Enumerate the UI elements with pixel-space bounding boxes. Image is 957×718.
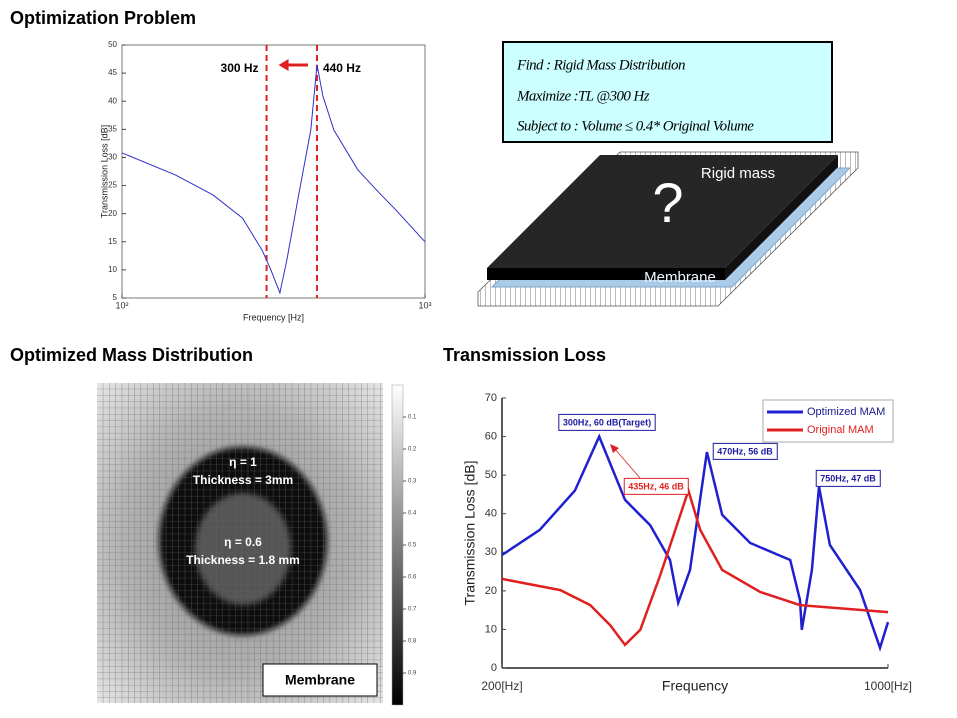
section-title: Optimized Mass Distribution (10, 345, 253, 365)
colorbar-tick-label: 0.2 (408, 447, 417, 453)
y-tick-label: 10 (485, 623, 497, 635)
callout-box (623, 477, 689, 495)
y-tick-label: 20 (485, 585, 497, 597)
colorbar-tick-label: 0.1 (408, 415, 417, 421)
x-axis-label: Frequency (662, 678, 728, 694)
y-tick-label: 70 (485, 392, 497, 404)
section-title: Optimization Problem (10, 8, 196, 28)
section-title: Transmission Loss (443, 345, 606, 365)
y-tick-label: 25 (108, 181, 117, 190)
mass-map (97, 383, 383, 703)
membrane-box (262, 663, 378, 697)
y-tick-label: 60 (485, 430, 497, 442)
marker-label: 440 Hz (323, 61, 361, 75)
x-tick-label: 200[Hz] (481, 679, 522, 693)
problem-line: Maximize :TL @300 Hz (516, 88, 650, 104)
callout-arrowhead (610, 444, 619, 453)
problem-line: Subject to : Volume ≤ 0.4* Original Volu… (517, 118, 754, 134)
x-axis-label: Frequency [Hz] (243, 312, 304, 322)
legend-label: Optimized MAM (807, 406, 885, 418)
callout-arrow (613, 447, 641, 479)
colorbar-tick-label: 0.6 (408, 575, 417, 581)
marker-arrowhead (278, 59, 289, 71)
legend-box (762, 399, 894, 443)
callout-label: 435Hz, 46 dB (628, 481, 684, 491)
colorbar-tick-label: 0.8 (408, 639, 417, 645)
colorbar (391, 384, 404, 706)
y-tick-label: 50 (108, 40, 117, 49)
membrane-box-label: Membrane (285, 672, 355, 688)
y-tick-label: 35 (108, 124, 117, 133)
colorbar-tick-label: 0.7 (408, 607, 417, 613)
question-mark: ? (652, 171, 683, 234)
plate-diagram (477, 151, 859, 307)
map-label: Thickness = 1.8 mm (186, 553, 300, 567)
map-label: Thickness = 3mm (193, 473, 293, 487)
map-label: η = 1 (229, 455, 257, 469)
y-tick-label: 20 (108, 209, 117, 218)
callout-box (815, 469, 881, 487)
callout-label: 750Hz, 47 dB (820, 473, 876, 483)
y-axis-label: Transmission Loss [dB] (99, 125, 109, 218)
y-tick-label: 15 (108, 237, 117, 246)
map-label: η = 0.6 (224, 535, 262, 549)
y-tick-label: 30 (108, 153, 117, 162)
colorbar-tick-label: 0.5 (408, 543, 417, 549)
callout-box (712, 442, 778, 460)
y-tick-label: 30 (485, 546, 497, 558)
callout-label: 300Hz, 60 dB(Target) (563, 417, 651, 427)
y-tick-label: 50 (485, 469, 497, 481)
problem-box (502, 41, 833, 143)
colorbar-tick-label: 0.9 (408, 671, 417, 677)
callout-label: 470Hz, 56 dB (717, 446, 773, 456)
x-tick-label: 10² (115, 300, 128, 310)
y-tick-label: 10 (108, 265, 117, 274)
series-line (121, 64, 426, 295)
plot-frame (121, 44, 426, 299)
series-line (501, 486, 889, 647)
x-tick-label: 1000[Hz] (864, 679, 912, 693)
y-tick-label: 40 (485, 508, 497, 520)
x-tick-label: 10³ (418, 300, 431, 310)
mass-label: Rigid mass (701, 165, 775, 182)
legend-label: Original MAM (807, 424, 874, 436)
y-tick-label: 5 (113, 293, 118, 302)
colorbar-tick-label: 0.4 (408, 511, 417, 517)
y-tick-label: 40 (108, 96, 117, 105)
marker-label: 300 Hz (221, 61, 259, 75)
y-tick-label: 0 (491, 662, 497, 674)
membrane-label: Membrane (644, 269, 716, 286)
callout-box (558, 413, 656, 431)
problem-line: Find : Rigid Mass Distribution (516, 57, 685, 73)
y-tick-label: 45 (108, 68, 117, 77)
series-line (501, 433, 890, 652)
y-axis-label: Transmission Loss [dB] (462, 461, 478, 606)
colorbar-tick-label: 0.3 (408, 479, 417, 485)
